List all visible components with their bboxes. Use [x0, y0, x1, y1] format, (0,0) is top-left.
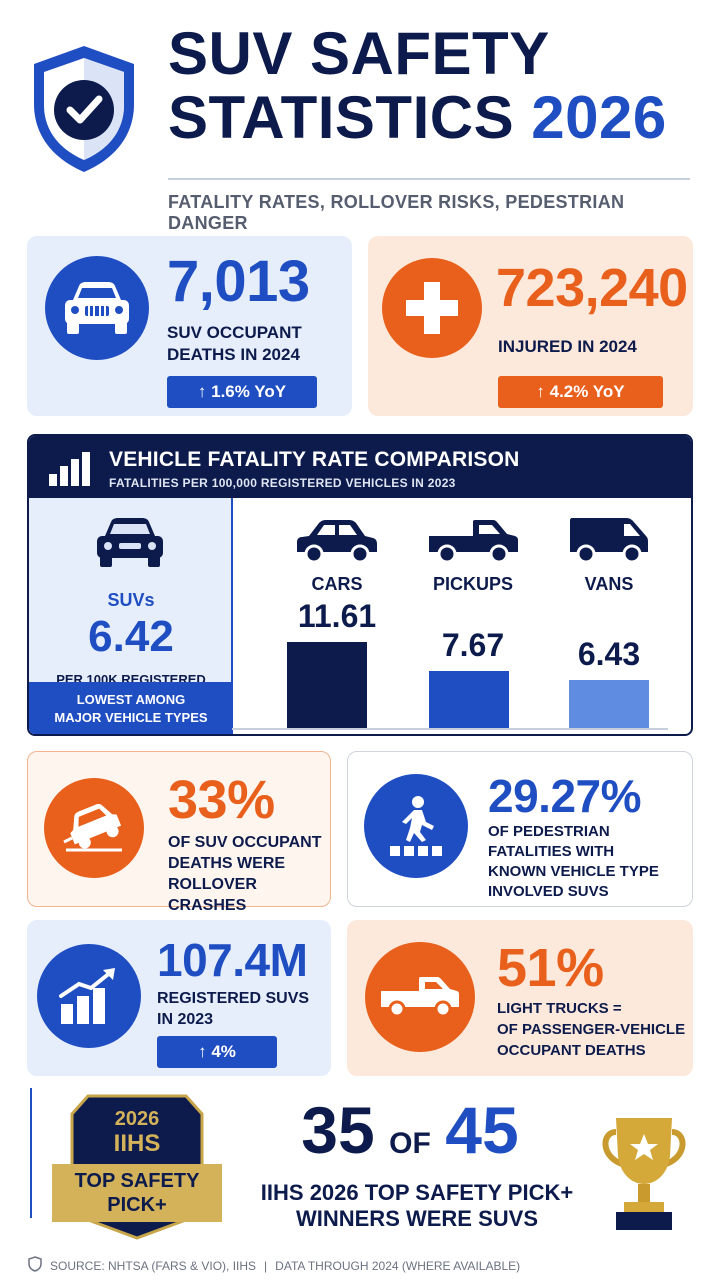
van-icon [549, 516, 669, 569]
stat-label-line: OF PASSENGER-VEHICLE [497, 1019, 685, 1040]
stat-value: 51% [497, 938, 604, 998]
vehicle-value-vans: 6.43 [549, 636, 669, 673]
stat-label-line: OF SUV OCCUPANT [168, 832, 330, 853]
stat-label-line: FATALITIES WITH [488, 842, 659, 862]
badge-line-2: PICK+ [52, 1194, 222, 1217]
footer-source: SOURCE: NHTSA (FARS & VIO), IIHS [50, 1259, 256, 1273]
stat-label-line: ROLLOVER CRASHES [168, 874, 330, 916]
car-icon [277, 518, 397, 569]
badge-org: IIHS [52, 1130, 222, 1158]
suv-icon [93, 516, 167, 573]
footer-data-note: DATA THROUGH 2024 (WHERE AVAILABLE) [275, 1259, 520, 1273]
fatality-comparison-panel: VEHICLE FATALITY RATE COMPARISON FATALIT… [27, 434, 693, 736]
stat-card-rollover: 33% OF SUV OCCUPANT DEATHS WERE ROLLOVER… [27, 751, 331, 907]
footer-separator: | [264, 1259, 267, 1273]
medical-cross-icon [382, 258, 482, 358]
suv-label: SUVs [29, 590, 233, 611]
suv-note: LOWEST AMONG MAJOR VEHICLE TYPES [29, 682, 233, 736]
stat-label-line: INVOLVED SUVS [488, 882, 659, 902]
suv-note-line: MAJOR VEHICLE TYPES [29, 709, 233, 727]
award-count-b: 45 [445, 1093, 518, 1167]
pickup-icon [413, 518, 533, 569]
page-subtitle: FATALITY RATES, ROLLOVER RISKS, PEDESTRI… [168, 192, 708, 234]
stat-label: LIGHT TRUCKS = OF PASSENGER-VEHICLE OCCU… [497, 998, 685, 1061]
stat-value: 33% [168, 770, 275, 830]
stat-label-line: DEATHS IN 2024 [167, 344, 302, 366]
shield-check-icon [28, 42, 140, 176]
badge-year: 2026 [52, 1108, 222, 1131]
change-badge: ↑ 4.2% YoY [498, 376, 663, 408]
bar-chart-icon [49, 452, 91, 491]
award-caption-line: WINNERS WERE SUVS [232, 1206, 602, 1232]
stat-value: 723,240 [496, 258, 688, 318]
growth-chart-icon [37, 944, 141, 1048]
stat-card-injured: 723,240 INJURED IN 2024 ↑ 4.2% YoY [368, 236, 693, 416]
award-caption-line: IIHS 2026 TOP SAFETY PICK+ [232, 1180, 602, 1206]
stat-label-line: DEATHS WERE [168, 853, 330, 874]
stat-label-line: IN 2023 [157, 1009, 309, 1030]
vehicle-value-cars: 11.61 [277, 598, 397, 635]
footer: SOURCE: NHTSA (FARS & VIO), IIHS | DATA … [28, 1256, 698, 1275]
stat-value: 107.4M [157, 934, 307, 986]
panel-title: VEHICLE FATALITY RATE COMPARISON [109, 448, 519, 472]
stat-value: 29.27% [488, 770, 641, 822]
pickup-truck-icon [365, 942, 475, 1052]
stat-label: SUV OCCUPANT DEATHS IN 2024 [167, 322, 302, 366]
award-count-of: OF [389, 1127, 431, 1160]
stat-card-occupant-deaths: 7,013 SUV OCCUPANT DEATHS IN 2024 ↑ 1.6%… [27, 236, 352, 416]
bar-cars [287, 642, 367, 728]
trophy-icon [596, 1112, 692, 1234]
stat-label: REGISTERED SUVS IN 2023 [157, 988, 309, 1030]
award-caption: IIHS 2026 TOP SAFETY PICK+ WINNERS WERE … [232, 1180, 602, 1232]
stat-label-line: SUV OCCUPANT [167, 322, 302, 344]
vehicle-label-vans: VANS [549, 574, 669, 595]
stat-card-registered: 107.4M REGISTERED SUVS IN 2023 ↑ 4% [27, 920, 331, 1076]
panel-subtitle: FATALITIES PER 100,000 REGISTERED VEHICL… [109, 476, 456, 490]
panel-header: VEHICLE FATALITY RATE COMPARISON FATALIT… [29, 436, 693, 498]
page-title: SUV SAFETY STATISTICS 2026 [168, 22, 708, 150]
stat-value: 7,013 [167, 250, 310, 314]
change-badge: ↑ 4% [157, 1036, 277, 1068]
suv-front-icon [45, 256, 149, 360]
change-badge: ↑ 1.6% YoY [167, 376, 317, 408]
suv-rate-value: 6.42 [29, 612, 233, 662]
stat-label-line: REGISTERED SUVS [157, 988, 309, 1009]
vehicle-value-pickups: 7.67 [413, 627, 533, 664]
vehicle-label-pickups: PICKUPS [413, 574, 533, 595]
stat-label-line: OF PEDESTRIAN [488, 822, 659, 842]
stat-label-line: LIGHT TRUCKS = [497, 998, 685, 1019]
stat-card-pedestrian: 29.27% OF PEDESTRIAN FATALITIES WITH KNO… [347, 751, 693, 907]
stat-label-line: KNOWN VEHICLE TYPE [488, 862, 659, 882]
pedestrian-crossing-icon [364, 774, 468, 878]
rollover-car-icon [44, 778, 144, 878]
stat-label: OF SUV OCCUPANT DEATHS WERE ROLLOVER CRA… [168, 832, 330, 916]
shield-icon [28, 1256, 42, 1275]
award-count-a: 35 [301, 1093, 374, 1167]
vehicle-label-cars: CARS [277, 574, 397, 595]
bar-vans [569, 680, 649, 728]
stat-label-line: OCCUPANT DEATHS [497, 1040, 685, 1061]
chart-baseline [232, 728, 668, 730]
title-year: 2026 [531, 84, 666, 151]
award-count: 35 OF 45 [240, 1092, 580, 1172]
section-divider [30, 1088, 32, 1218]
stat-label: INJURED IN 2024 [498, 336, 637, 358]
stat-card-light-trucks: 51% LIGHT TRUCKS = OF PASSENGER-VEHICLE … [347, 920, 693, 1076]
stat-label: OF PEDESTRIAN FATALITIES WITH KNOWN VEHI… [488, 822, 659, 902]
badge-line-1: TOP SAFETY [52, 1170, 222, 1193]
title-word-statistics: STATISTICS [168, 84, 514, 151]
iihs-badge: 2026 IIHS TOP SAFETY PICK+ [52, 1090, 222, 1240]
title-line-1: SUV SAFETY [168, 22, 708, 86]
title-line-2: STATISTICS 2026 [168, 86, 708, 150]
suv-note-line: LOWEST AMONG [29, 691, 233, 709]
header-divider [168, 178, 690, 180]
bar-pickups [429, 671, 509, 728]
